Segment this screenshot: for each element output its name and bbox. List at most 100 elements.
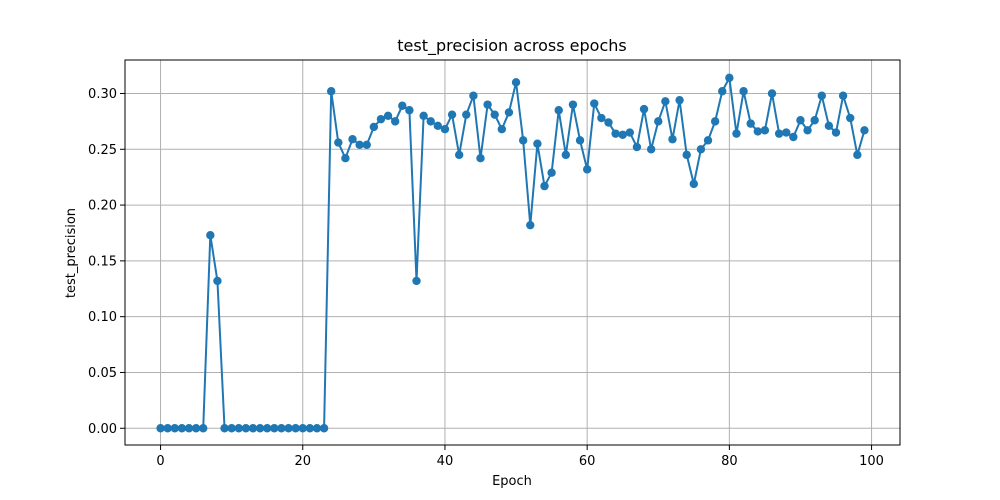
data-point [220,424,229,433]
data-point [732,129,741,138]
data-point [860,126,869,135]
data-point [739,87,748,96]
data-point [810,116,819,125]
data-point [540,181,549,191]
data-point [703,136,713,145]
y-axis-label: test_precision [64,208,79,298]
data-point [590,99,599,108]
data-point [206,231,215,240]
data-point [831,128,841,137]
data-point [433,121,443,131]
data-point [561,150,571,160]
data-point [611,129,620,138]
data-point [454,150,464,160]
data-point [654,117,663,126]
data-point [490,110,499,119]
y-tick-label: 0.20 [88,199,117,214]
data-point [469,91,478,100]
data-point [767,89,777,98]
data-point [710,117,720,126]
data-point [682,150,691,160]
data-point [753,127,762,136]
y-tick-label: 0.25 [88,143,117,158]
data-point [462,110,471,119]
x-tick-label: 20 [294,454,311,469]
data-point [440,124,450,134]
data-point [298,424,307,433]
x-tick-label: 100 [859,454,884,469]
data-point [526,220,535,230]
data-point [312,424,322,433]
data-point [782,128,791,137]
data-point [618,130,627,139]
data-point [326,87,336,96]
data-point [319,424,329,433]
data-point [426,117,435,126]
x-tick-label: 60 [579,454,596,469]
data-point [796,116,805,125]
data-point [725,73,734,83]
data-point [824,121,834,131]
data-point [334,138,343,147]
data-point [369,122,379,132]
data-point [846,113,855,123]
data-point [184,424,194,433]
data-point [547,168,556,177]
y-tick-label: 0.30 [88,87,117,102]
x-axis-label: Epoch [492,474,532,489]
data-point [746,119,755,128]
y-tick-label: 0.05 [88,366,117,381]
x-tick-label: 40 [437,454,454,469]
data-point [405,106,414,115]
data-point [838,91,848,100]
data-point [419,111,428,121]
data-point [568,100,578,109]
data-point [803,126,812,135]
data-point [476,154,485,163]
data-point [661,97,670,106]
data-point [191,424,201,433]
data-point [390,117,400,126]
x-tick-label: 0 [156,454,164,469]
data-point [760,126,770,135]
data-point [341,154,350,163]
data-point [213,276,222,286]
data-point [277,424,286,433]
x-tick-label: 80 [721,454,738,469]
data-point [518,136,528,145]
data-point [675,95,684,105]
data-point [625,128,635,137]
data-point [597,113,606,123]
data-point [199,424,208,433]
data-point [355,140,364,150]
y-tick-label: 0.10 [88,310,117,325]
data-point [163,424,172,433]
data-point [383,111,393,121]
data-point [227,424,236,433]
data-point [170,424,179,433]
data-point [646,145,656,154]
data-point [291,424,300,433]
data-point [533,139,542,148]
data-point [575,136,585,145]
data-point [412,276,421,286]
chart-title: test_precision across epochs [397,36,626,56]
y-tick-label: 0.15 [88,254,117,269]
data-point [497,124,507,134]
data-point [774,129,784,138]
data-point [853,150,862,160]
data-point [234,424,243,433]
data-point [504,108,514,117]
data-point [398,101,407,110]
data-point [632,142,642,152]
y-tick-label: 0.00 [88,422,117,437]
data-point [789,132,798,142]
series-test-precision [156,73,869,433]
axis-ticks: 0 20 40 60 80 100 0.00 0.05 0.10 0.15 0.20 0.25 0.30 [88,87,884,469]
data-point [248,424,258,433]
data-point [483,100,492,109]
data-point [284,424,293,433]
data-point [348,135,357,144]
